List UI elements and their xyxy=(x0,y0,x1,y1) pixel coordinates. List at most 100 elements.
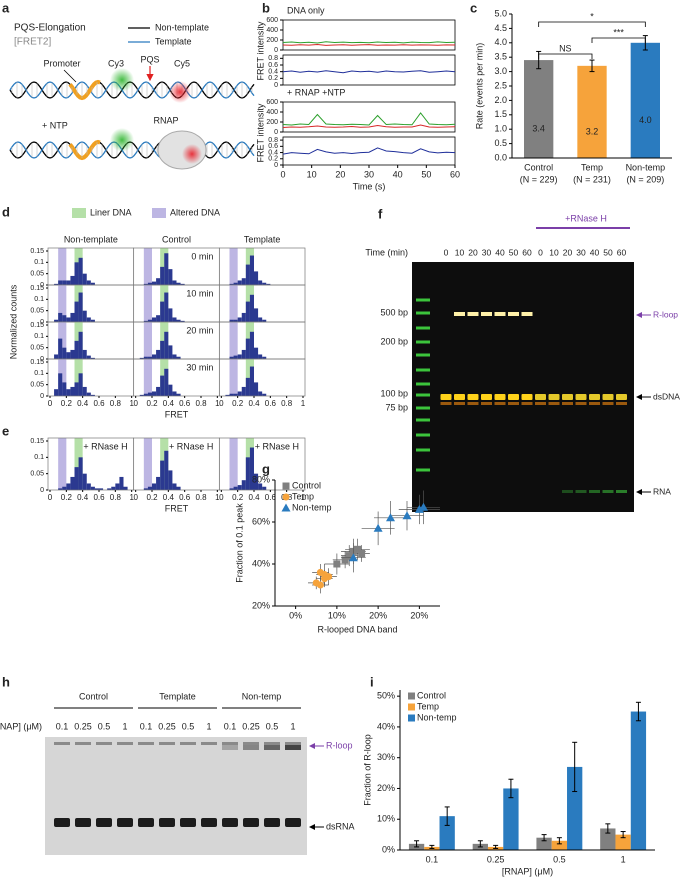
band xyxy=(602,402,614,405)
cy5-dye xyxy=(169,81,191,103)
band xyxy=(180,742,196,745)
y-axis-label: FRET intensity xyxy=(255,103,265,162)
histogram-bar xyxy=(66,483,71,490)
y-axis-label: Fraction of R-loop xyxy=(362,734,372,806)
gel: [RNAP] (μM) R-loop dsRNA 0.1 0.25 0.5 1 0.1 0… xyxy=(0,691,355,855)
x-tick-label: 0.6 xyxy=(93,399,105,408)
histogram-bar xyxy=(258,317,263,322)
band xyxy=(589,394,600,400)
histogram-bar xyxy=(90,282,95,285)
histogram-bar xyxy=(90,394,95,396)
ladder-band xyxy=(416,448,430,452)
band xyxy=(521,402,533,405)
histogram-bar xyxy=(160,375,165,396)
histogram-bar xyxy=(86,355,91,359)
x-axis-label: FRET xyxy=(165,409,189,419)
shaded-region xyxy=(229,285,238,322)
histogram-bar xyxy=(66,317,71,322)
histogram-bar xyxy=(249,366,254,396)
x-tick-label: 0.4 xyxy=(77,493,89,502)
y-tick-label: 0.05 xyxy=(30,382,44,389)
significance-label: * xyxy=(590,11,594,21)
x-tick-label: 0.6 xyxy=(93,493,105,502)
y-axis-label: Normalized counts xyxy=(8,284,18,359)
ladder-band xyxy=(416,468,430,472)
shaded-region xyxy=(143,285,152,322)
histogram-bar xyxy=(176,393,181,396)
histogram-bar xyxy=(233,319,238,322)
x-tick-label: 0 xyxy=(219,493,224,502)
diagram-title: PQS-Elongation xyxy=(14,23,86,34)
y-tick-label: 1.5 xyxy=(494,109,507,119)
histogram-bar xyxy=(82,273,87,285)
histogram-bar xyxy=(233,282,238,285)
lane-label: 0.25 xyxy=(242,721,260,731)
band xyxy=(562,402,573,405)
ladder-band xyxy=(416,340,430,344)
x-tick-label: 30 xyxy=(364,169,374,179)
histogram-bar xyxy=(152,354,157,359)
x-tick-label: 50 xyxy=(421,169,431,179)
y-tick-label: 0 xyxy=(40,356,44,363)
band xyxy=(117,818,133,827)
lane-label: 0 xyxy=(538,247,543,257)
y-tick-label: 0 xyxy=(274,47,278,54)
histogram-bar xyxy=(180,320,185,322)
histogram-bar xyxy=(229,319,234,322)
value-label: 3.4 xyxy=(532,123,545,133)
ladder-band xyxy=(416,418,430,422)
shaded-region xyxy=(74,438,83,490)
x-tick-label: 60 xyxy=(450,169,460,179)
point xyxy=(316,568,324,576)
histogram-bar xyxy=(156,349,161,359)
significance-bracket xyxy=(538,21,646,27)
x-tick-label: 20% xyxy=(369,610,387,620)
legend-label: Template xyxy=(155,36,192,46)
band xyxy=(285,745,301,750)
panel-label: g xyxy=(262,461,270,476)
x-tick-sublabel: (N = 231) xyxy=(573,174,611,184)
histogram-bar xyxy=(78,257,83,285)
bar xyxy=(567,766,583,850)
band xyxy=(201,818,217,827)
x-tick-label: 10 xyxy=(307,169,317,179)
band-label: RNA xyxy=(653,486,671,496)
histogram-bar xyxy=(237,280,242,285)
histogram-bar xyxy=(168,384,173,396)
band xyxy=(602,394,614,400)
shaded-region xyxy=(229,359,238,396)
histogram-bar xyxy=(66,280,71,285)
histogram-bar xyxy=(249,255,254,285)
histogram-bar xyxy=(254,473,259,490)
diagram-subtitle: [FRET2] xyxy=(14,37,51,48)
lane-label: 60 xyxy=(522,247,532,257)
lane-label: 10 xyxy=(549,247,559,257)
plot-frame xyxy=(282,54,456,86)
histogram-bar xyxy=(168,308,173,322)
lane-label: 0.1 xyxy=(224,721,237,731)
ladder-band xyxy=(416,382,430,386)
histogram-bar xyxy=(164,450,169,490)
x-axis-label: FRET xyxy=(165,503,189,513)
y-tick-label: 600 xyxy=(266,99,278,106)
lane-label: 1 xyxy=(206,721,211,731)
x-tick-label: 0.8 xyxy=(195,399,207,408)
shaded-region xyxy=(229,322,238,359)
histogram-bar xyxy=(262,282,267,285)
x-tick-label: 0% xyxy=(289,610,302,620)
band xyxy=(575,402,587,405)
y-tick-label: 200 xyxy=(266,119,278,126)
x-tick-label: 0.8 xyxy=(110,399,122,408)
y-tick-label: 0.15 xyxy=(30,322,44,329)
band xyxy=(494,394,506,400)
legend-label: Temp xyxy=(417,701,439,711)
y-tick-label: 0 xyxy=(274,129,278,136)
lane-label: 0.5 xyxy=(98,721,111,731)
histogram-bar xyxy=(160,340,165,359)
band xyxy=(264,818,280,827)
histogram-bar xyxy=(262,486,267,490)
point xyxy=(354,545,361,553)
trace xyxy=(282,124,456,128)
histogram-bar xyxy=(70,349,75,359)
